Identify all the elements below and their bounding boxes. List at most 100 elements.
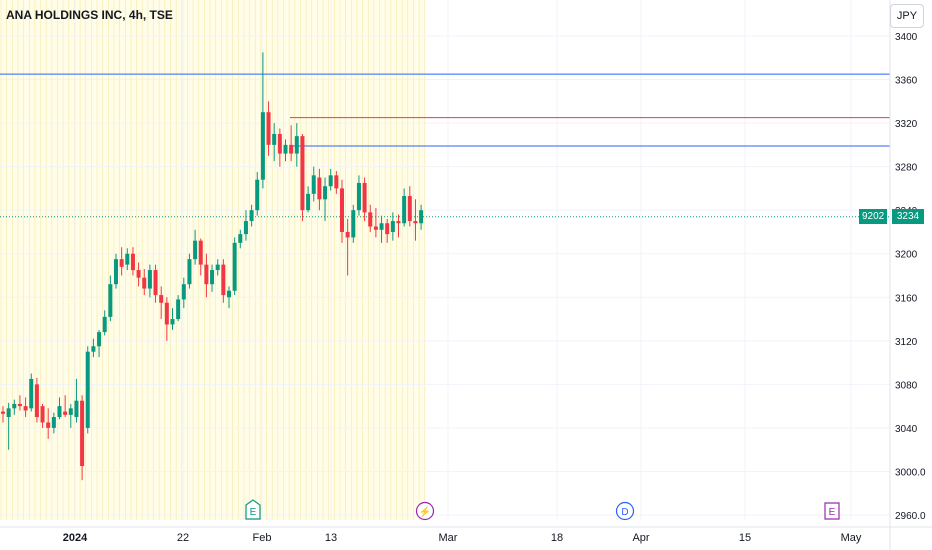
candle-up[interactable] [356, 182, 361, 211]
candle-down[interactable] [40, 406, 45, 423]
price-axis[interactable]: 3400336033203280324032003160312030803040… [889, 0, 926, 550]
candle-up[interactable] [181, 284, 186, 300]
candle-down[interactable] [317, 177, 322, 200]
candle-down[interactable] [385, 223, 390, 235]
candle-up[interactable] [232, 242, 237, 291]
candle-up[interactable] [170, 319, 175, 325]
candle-up[interactable] [306, 193, 311, 211]
candle-up[interactable] [260, 112, 265, 180]
candle-down[interactable] [198, 240, 203, 265]
candle-down[interactable] [407, 196, 412, 222]
candle-up[interactable] [311, 175, 316, 194]
candle-up[interactable] [243, 221, 248, 235]
candle-up[interactable] [97, 332, 102, 347]
price-tick-label: 3040 [895, 424, 918, 435]
candle-down[interactable] [345, 231, 350, 238]
candle-up[interactable] [108, 284, 113, 317]
candle-up[interactable] [85, 351, 90, 428]
price-tick-label: 3400 [895, 32, 918, 43]
candle-down[interactable] [368, 212, 373, 227]
candle-up[interactable] [238, 234, 243, 243]
candle-down[interactable] [221, 264, 226, 296]
candle-down[interactable] [373, 226, 378, 230]
candle-down[interactable] [340, 188, 344, 232]
candle-up[interactable] [255, 179, 260, 211]
candle-up[interactable] [12, 403, 17, 409]
candle-up[interactable] [283, 144, 288, 154]
candle-down[interactable] [119, 259, 124, 267]
candle-down[interactable] [1, 411, 5, 414]
dividend-marker[interactable]: D [615, 501, 635, 521]
candle-up[interactable] [187, 259, 192, 285]
currency-button[interactable]: JPY [890, 4, 924, 28]
candle-up[interactable] [379, 223, 384, 230]
candle-down[interactable] [136, 270, 141, 278]
earnings-marker[interactable]: E [245, 499, 261, 520]
time-tick-label: May [841, 532, 862, 544]
candle-down[interactable] [34, 384, 39, 418]
candle-down[interactable] [362, 182, 367, 213]
price-tick-label: 2960.0 [895, 511, 926, 522]
candle-down[interactable] [17, 403, 22, 407]
candle-down[interactable] [277, 133, 282, 154]
candle-up[interactable] [210, 270, 215, 285]
split-marker[interactable]: ⚡ [415, 501, 435, 521]
candle-down[interactable] [130, 253, 135, 271]
candle-up[interactable] [419, 210, 424, 224]
candle-up[interactable] [227, 290, 231, 298]
candle-up[interactable] [57, 406, 62, 418]
candle-up[interactable] [91, 346, 96, 352]
candle-down[interactable] [142, 277, 147, 289]
candle-up[interactable] [294, 136, 299, 154]
candle-down[interactable] [334, 175, 339, 189]
candle-down[interactable] [204, 264, 209, 285]
candle-down[interactable] [63, 411, 68, 415]
time-axis[interactable]: 2024 22 Feb 13 Mar 18 Apr 15 May [0, 526, 932, 544]
candle-down[interactable] [46, 422, 51, 428]
time-tick-label: 2024 [63, 532, 88, 544]
candle-up[interactable] [74, 400, 79, 418]
candle-down[interactable] [153, 270, 158, 296]
price-tick-label: 3160 [895, 293, 918, 304]
candle-up[interactable] [102, 316, 107, 333]
candles[interactable] [1, 52, 424, 481]
earnings-marker[interactable]: E [824, 502, 840, 520]
event-shape [615, 501, 635, 521]
time-tick-label: Feb [253, 532, 272, 544]
candle-up[interactable] [193, 240, 198, 260]
candle-up[interactable] [176, 299, 181, 320]
candle-up[interactable] [6, 408, 11, 418]
candle-down[interactable] [289, 144, 294, 154]
candle-up[interactable] [51, 417, 56, 428]
candle-down[interactable] [164, 302, 169, 325]
candle-up[interactable] [328, 175, 333, 187]
countdown-badge: 9202 [859, 209, 887, 224]
event-shape [415, 501, 435, 521]
candle-up[interactable] [402, 196, 407, 224]
candle-down[interactable] [396, 221, 401, 224]
candle-up[interactable] [68, 408, 73, 415]
price-tick-label: 3000.0 [895, 467, 926, 478]
candle-up[interactable] [249, 210, 254, 222]
session-highlight [0, 0, 426, 520]
candle-down[interactable] [300, 136, 305, 211]
candle-up[interactable] [215, 264, 220, 271]
candle-up[interactable] [114, 259, 118, 285]
candle-down[interactable] [266, 112, 271, 145]
candle-up[interactable] [323, 186, 328, 200]
candle-up[interactable] [125, 253, 130, 265]
candle-up[interactable] [390, 221, 395, 232]
event-label: E [829, 507, 836, 518]
candle-down[interactable] [159, 295, 164, 303]
event-markers[interactable]: E ⚡ D E [245, 499, 840, 521]
candle-down[interactable] [80, 400, 85, 467]
candle-down[interactable] [23, 406, 28, 411]
candle-up[interactable] [351, 210, 356, 238]
candle-up[interactable] [147, 270, 152, 289]
horizontal-lines[interactable] [0, 73, 890, 147]
candle-up[interactable] [272, 133, 277, 145]
price-tick-label: 3360 [895, 76, 918, 87]
candle-up[interactable] [29, 378, 34, 409]
candle-down[interactable] [413, 221, 418, 224]
